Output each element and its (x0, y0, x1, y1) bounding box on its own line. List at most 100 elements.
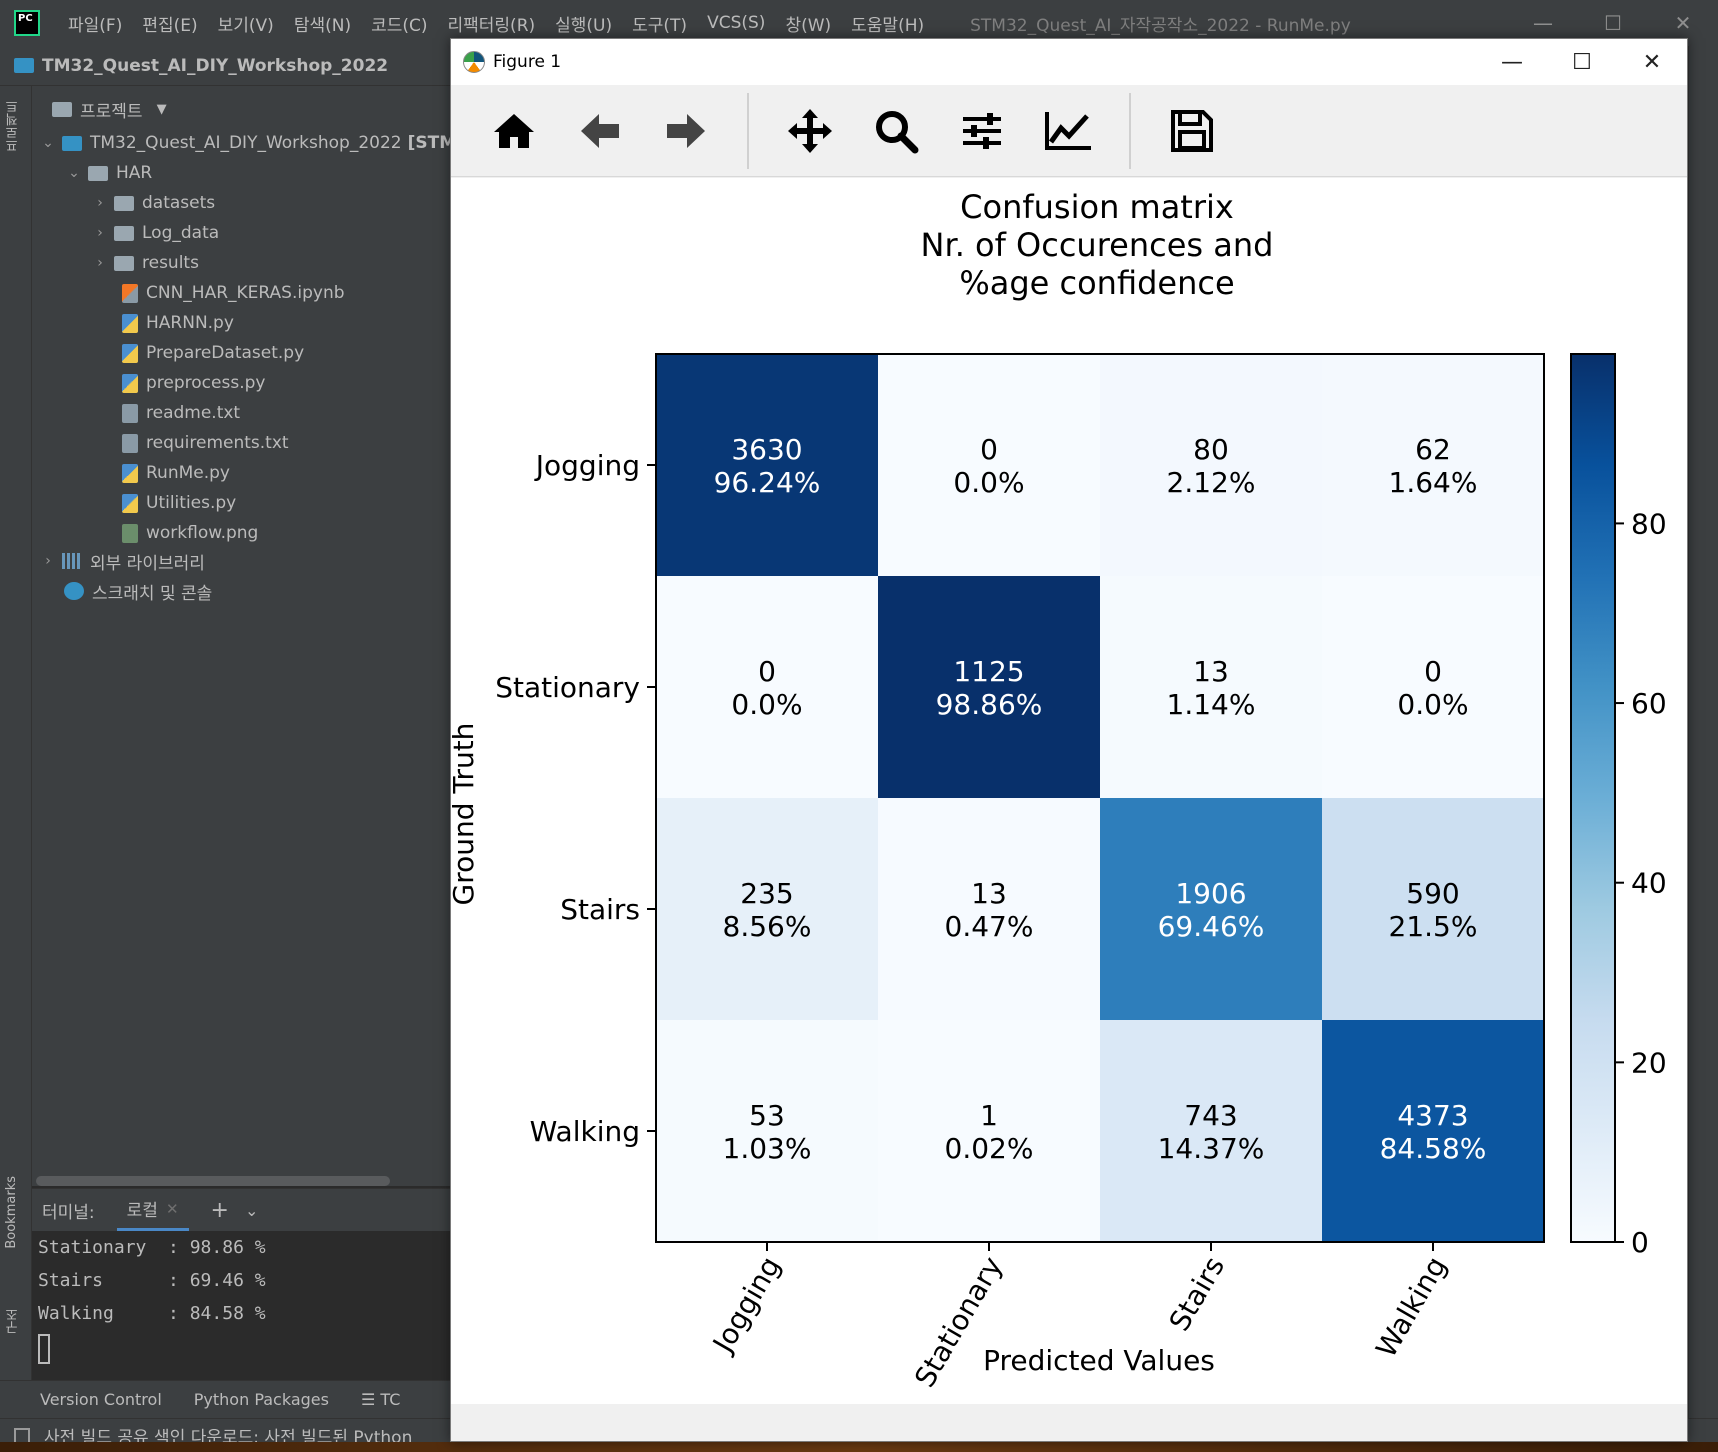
terminal-cursor[interactable] (38, 1334, 50, 1364)
tree-item-file[interactable]: Utilities.py (122, 488, 236, 518)
figure-titlebar[interactable]: Figure 1 — ☐ ✕ (451, 39, 1687, 85)
tab-python-packages[interactable]: Python Packages (193, 1390, 329, 1409)
minimize-icon[interactable]: — (1501, 49, 1523, 75)
cell-percent-label: 14.37% (1158, 1132, 1265, 1165)
python-file-icon (122, 373, 138, 393)
menu-edit[interactable]: 편집(E) (142, 15, 198, 36)
save-button[interactable] (1149, 88, 1235, 174)
chevron-right-icon[interactable]: › (97, 255, 103, 271)
tab-version-control[interactable]: Version Control (40, 1390, 162, 1409)
forward-button[interactable] (643, 88, 729, 174)
folder-icon (88, 165, 108, 181)
cell-percent-label: 0.0% (953, 466, 1024, 499)
chevron-down-icon[interactable]: ⌄ (68, 165, 80, 181)
cell-count-label: 3630 (731, 433, 802, 466)
tree-item-file[interactable]: readme.txt (122, 398, 240, 428)
tree-item-file[interactable]: PrepareDataset.py (122, 338, 304, 368)
cell-count-label: 0 (980, 433, 998, 466)
tab-local-label: 로컬 (126, 1201, 158, 1221)
project-panel-header[interactable]: 프로젝트 ▼ (32, 86, 450, 132)
cell-count-label: 62 (1415, 433, 1451, 466)
cell-count-label: 13 (971, 877, 1007, 910)
figure-canvas[interactable]: Confusion matrix Nr. of Occurences and %ag… (451, 178, 1687, 1404)
back-button[interactable] (557, 88, 643, 174)
tree-item-label: RunMe.py (146, 463, 230, 483)
tree-item-project-root[interactable]: ⌄ TM32_Quest_AI_DIY_Workshop_2022 [STM3 (38, 128, 468, 158)
tab-local[interactable]: 로컬 ✕ (116, 1189, 189, 1231)
matrix-cell (878, 1020, 1101, 1243)
chevron-down-icon[interactable]: ▼ (156, 101, 167, 117)
home-button[interactable] (471, 88, 557, 174)
tab-todo[interactable]: ☰ TC (360, 1390, 401, 1409)
menu-code[interactable]: 코드(C) (371, 15, 428, 36)
image-file-icon (122, 523, 138, 543)
zoom-button[interactable] (853, 88, 939, 174)
menu-help[interactable]: 도움말(H) (851, 15, 925, 36)
toolbar-divider (1129, 92, 1131, 169)
tree-item-label: preprocess.py (146, 373, 266, 393)
project-breadcrumb[interactable]: TM32_Quest_AI_DIY_Workshop_2022 (0, 46, 450, 86)
folder-icon (114, 255, 134, 271)
menu-vcs[interactable]: VCS(S) (707, 13, 766, 33)
terminal-line: Walking : 84.58 % (38, 1303, 266, 1324)
tree-item-file[interactable]: RunMe.py (122, 458, 230, 488)
chevron-right-icon[interactable]: › (97, 225, 103, 241)
pan-button[interactable] (767, 88, 853, 174)
matrix-cell (656, 576, 879, 799)
close-icon[interactable]: ✕ (1642, 49, 1662, 75)
matrix-cell (878, 354, 1101, 577)
chart-title-line: Nr. of Occurences and (921, 226, 1274, 264)
cell-percent-label: 1.14% (1167, 688, 1256, 721)
menu-run[interactable]: 실행(U) (555, 15, 613, 36)
tree-item-file[interactable]: HARNN.py (122, 308, 234, 338)
bookmarks-tool-tab[interactable]: Bookmarks (4, 1176, 19, 1249)
edit-axis-button[interactable] (1025, 88, 1111, 174)
tree-item-file[interactable]: workflow.png (122, 518, 258, 548)
tree-item-datasets[interactable]: › datasets (90, 188, 215, 218)
tree-item-scratches[interactable]: 스크래치 및 콘솔 (64, 576, 212, 606)
project-panel: 프로젝트 ▼ ⌄ TM32_Quest_AI_DIY_Workshop_2022… (32, 86, 468, 1186)
figure-toolbar (451, 85, 1687, 177)
matrix-cell (1322, 354, 1545, 577)
chevron-right-icon[interactable]: › (45, 553, 51, 569)
left-tool-strip: 프로젝트 Bookmarks 구조 (0, 86, 32, 1380)
horizontal-scrollbar[interactable] (36, 1176, 390, 1186)
add-icon[interactable]: + (210, 1197, 229, 1223)
x-axis-label: Predicted Values (983, 1344, 1215, 1377)
menu-file[interactable]: 파일(F) (68, 15, 123, 36)
tree-item-har[interactable]: ⌄ HAR (64, 158, 152, 188)
terminal-panel[interactable]: 터미널: 로컬 ✕ + ⌄ Stationary : 98.86 % Stair… (32, 1188, 450, 1380)
menu-window[interactable]: 창(W) (785, 15, 832, 36)
chevron-right-icon[interactable]: › (97, 195, 103, 211)
pycharm-logo-icon[interactable]: PC (14, 10, 40, 36)
menu-navigate[interactable]: 탐색(N) (293, 15, 352, 36)
colorbar (1570, 353, 1616, 1243)
tree-item-log-data[interactable]: › Log_data (90, 218, 219, 248)
menu-tools[interactable]: 도구(T) (632, 15, 688, 36)
tree-item-file[interactable]: preprocess.py (122, 368, 265, 398)
terminal-line: Stationary : 98.86 % (38, 1237, 266, 1258)
maximize-icon[interactable]: ☐ (1604, 11, 1622, 35)
chevron-down-icon[interactable]: ⌄ (244, 1200, 259, 1220)
minimize-icon[interactable]: — (1533, 11, 1553, 35)
close-icon[interactable]: ✕ (165, 1199, 179, 1218)
menu-refactor[interactable]: 리팩터링(R) (447, 15, 536, 36)
maximize-icon[interactable]: ☐ (1572, 49, 1592, 75)
folder-icon (114, 195, 134, 211)
configure-subplots-button[interactable] (939, 88, 1025, 174)
tree-item-file[interactable]: requirements.txt (122, 428, 289, 458)
cell-count-label: 1 (980, 1099, 998, 1132)
structure-tool-tab[interactable]: 구조 (6, 1308, 21, 1334)
cell-percent-label: 21.5% (1389, 910, 1478, 943)
close-icon[interactable]: ✕ (1674, 11, 1692, 35)
tree-item-label: workflow.png (146, 523, 259, 543)
cell-percent-label: 98.86% (936, 688, 1043, 721)
tree-item-results[interactable]: › results (90, 248, 199, 278)
project-tool-tab[interactable]: 프로젝트 (6, 100, 21, 152)
tree-item-label: datasets (142, 193, 216, 213)
tree-item-external-libraries[interactable]: › 외부 라이브러리 (38, 546, 205, 576)
tree-item-file[interactable]: CNN_HAR_KERAS.ipynb (122, 278, 345, 308)
chevron-down-icon[interactable]: ⌄ (42, 135, 54, 151)
menu-view[interactable]: 보기(V) (217, 15, 274, 36)
project-name: TM32_Quest_AI_DIY_Workshop_2022 (42, 55, 389, 76)
